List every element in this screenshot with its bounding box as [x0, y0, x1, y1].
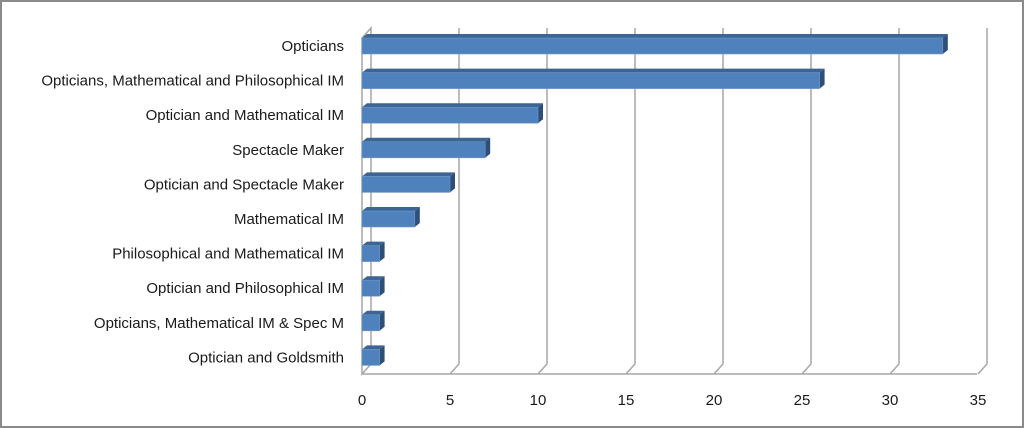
category-label: Optician and Mathematical IM: [146, 107, 344, 124]
x-tick-label: 0: [358, 392, 366, 409]
gridline: [625, 28, 636, 375]
x-tick-label: 20: [706, 392, 723, 409]
category-label: Opticians: [281, 38, 344, 55]
bar: [361, 68, 825, 89]
category-label: Mathematical IM: [234, 211, 344, 228]
x-tick-label: 15: [618, 392, 635, 409]
bar: [361, 207, 420, 228]
gridline: [889, 28, 900, 375]
category-label: Optician and Spectacle Maker: [144, 176, 344, 193]
x-tick-label: 35: [970, 392, 987, 409]
category-label: Philosophical and Mathematical IM: [112, 246, 344, 263]
bar: [361, 345, 385, 366]
x-tick-label: 5: [446, 392, 454, 409]
bar: [361, 34, 948, 55]
x-tick-label: 25: [794, 392, 811, 409]
chart-bars: [361, 34, 948, 366]
x-axis-tick-labels: 0 5 10 15 20 25 30 35: [358, 392, 987, 409]
category-label: Optician and Goldsmith: [188, 349, 344, 366]
bar: [361, 310, 385, 332]
bar: [361, 276, 385, 297]
gridline: [537, 28, 548, 375]
category-labels: Opticians Opticians, Mathematical and Phi…: [41, 38, 344, 366]
bar: [361, 241, 385, 262]
category-label: Optician and Philosophical IM: [146, 280, 344, 297]
bar: [361, 172, 455, 193]
category-label: Opticians, Mathematical IM & Spec M: [94, 315, 344, 332]
x-tick-label: 30: [882, 392, 899, 409]
bar: [361, 137, 491, 159]
gridline: [801, 28, 812, 375]
gridline: [713, 28, 724, 375]
gridline: [977, 28, 988, 375]
category-label: Spectacle Maker: [232, 142, 344, 159]
bar: [361, 103, 543, 124]
x-tick-label: 10: [530, 392, 547, 409]
category-label: Opticians, Mathematical and Philosophica…: [41, 73, 344, 90]
